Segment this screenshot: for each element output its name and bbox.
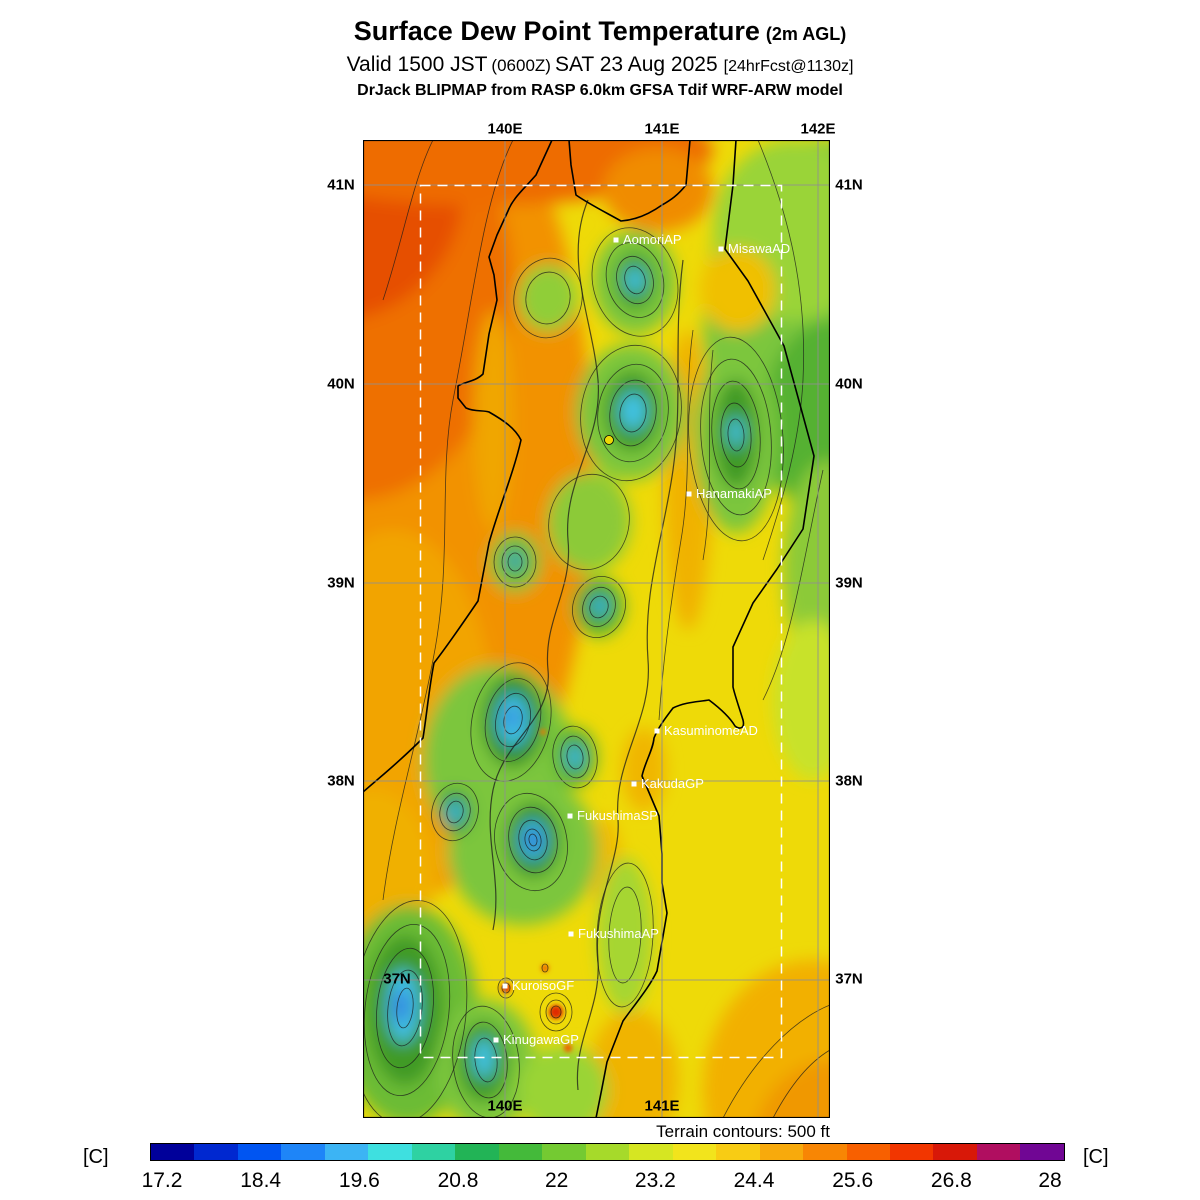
valid-line: Valid 1500 JST (0600Z) SAT 23 Aug 2025 [24h… — [0, 53, 1200, 77]
colorbar-segment — [889, 1144, 934, 1160]
station-dot — [613, 237, 619, 243]
colorbar-tick: 20.8 — [437, 1169, 479, 1192]
model-line: DrJack BLIPMAP from RASP 6.0km GFSA Tdif… — [357, 82, 843, 99]
colorbar-segment — [281, 1144, 325, 1160]
coord-label: 140E — [487, 1097, 523, 1115]
model-domain-outline — [419, 184, 783, 1059]
station-label: MisawaAD — [728, 241, 791, 257]
colorbar-segment — [194, 1144, 238, 1160]
grid-lines — [363, 140, 830, 1118]
colorbar-segment — [324, 1144, 369, 1160]
station-layer: AomoriAP MisawaAD HanamakiAP KasuminomeAD Ka… — [363, 140, 830, 1118]
colorbar-segment — [759, 1144, 804, 1160]
header: Surface Dew Point Temperature (2m AGL) Va… — [0, 16, 1200, 100]
station-dot — [502, 983, 508, 989]
colorbar-segment — [411, 1144, 456, 1160]
colorbar-gradient — [150, 1143, 1065, 1161]
colorbar-tick: 26.8 — [930, 1169, 972, 1192]
station-label: KasuminomeAD — [664, 723, 758, 739]
colorbar-tick: 24.4 — [733, 1169, 775, 1192]
dewpoint-field — [363, 140, 830, 1118]
coastline — [363, 140, 815, 1118]
colorbar-segment — [803, 1144, 847, 1160]
coord-label: 39N — [835, 574, 863, 592]
colorbar-tick: 17.2 — [141, 1169, 183, 1192]
station-dot — [568, 931, 574, 937]
lake-outline — [604, 435, 614, 445]
colorbar-segment — [498, 1144, 543, 1160]
colorbar-segment — [1020, 1144, 1064, 1160]
title-suffix: (2m AGL) — [765, 24, 847, 44]
station-label: KinugawaGP — [503, 1032, 579, 1048]
coord-label: 40N — [835, 375, 863, 393]
coord-label: 40N — [327, 375, 355, 393]
station-label: KakudaGP — [641, 776, 704, 792]
coord-label: 38N — [835, 772, 863, 790]
colorbar-tick: 28 — [1038, 1169, 1062, 1192]
coord-label: 142E — [800, 120, 836, 138]
colorbar-segment — [237, 1144, 282, 1160]
station-label: FukushimaAP — [578, 926, 659, 942]
map-svg — [363, 140, 830, 1118]
coord-label: 41N — [835, 176, 863, 194]
coord-label: 37N — [383, 970, 411, 988]
coord-label: 141E — [644, 1097, 680, 1115]
map-border — [363, 140, 830, 1118]
colorbar-segment — [542, 1144, 586, 1160]
coord-label: 37N — [835, 970, 863, 988]
colorbar-segment — [629, 1144, 673, 1160]
colorbar-segment — [933, 1144, 977, 1160]
coord-label: 140E — [487, 120, 523, 138]
colorbar-segment — [672, 1144, 717, 1160]
station-label: FukushimaSP — [577, 808, 658, 824]
station-dot — [631, 781, 637, 787]
coord-label: 38N — [327, 772, 355, 790]
colorbar-segment — [585, 1144, 630, 1160]
station-label: HanamakiAP — [696, 486, 772, 502]
colorbar-segment — [976, 1144, 1021, 1160]
coord-label: 141E — [644, 120, 680, 138]
coord-label: 41N — [327, 176, 355, 194]
title-main: Surface Dew Point Temperature — [353, 16, 760, 46]
page-title: Surface Dew Point Temperature (2m AGL) — [0, 16, 1200, 47]
station-dot — [493, 1037, 499, 1043]
station-label: KuroisoGF — [512, 978, 575, 994]
colorbar-tick: 23.2 — [634, 1169, 676, 1192]
colorbar-unit-right: [C] — [1083, 1146, 1109, 1168]
station-dot — [718, 246, 724, 252]
colorbar-segment — [151, 1144, 195, 1160]
station-dot — [686, 491, 692, 497]
valid-fcst: [24hrFcst@1130z] — [723, 58, 854, 75]
colorbar-tick: 18.4 — [240, 1169, 282, 1192]
colorbar-segment — [846, 1144, 890, 1160]
colorbar-unit-left: [C] — [83, 1146, 109, 1168]
colorbar-tick: 19.6 — [338, 1169, 380, 1192]
terrain-note: Terrain contours: 500 ft — [656, 1122, 830, 1141]
colorbar-segment — [455, 1144, 499, 1160]
station-dot — [654, 728, 660, 734]
station-label: AomoriAP — [623, 232, 682, 248]
coord-label: 39N — [327, 574, 355, 592]
colorbar-tick: 25.6 — [832, 1169, 874, 1192]
colorbar-segment — [716, 1144, 760, 1160]
station-dot — [567, 813, 573, 819]
forecast-map: AomoriAP MisawaAD HanamakiAP KasuminomeAD Ka… — [363, 140, 830, 1118]
valid-time: Valid 1500 JST — [346, 53, 488, 76]
valid-date: SAT 23 Aug 2025 — [554, 53, 718, 76]
colorbar-tick: 22 — [544, 1169, 569, 1192]
valid-zulu: (0600Z) — [491, 56, 551, 75]
contour-lines — [363, 140, 830, 1118]
colorbar-segment — [368, 1144, 412, 1160]
